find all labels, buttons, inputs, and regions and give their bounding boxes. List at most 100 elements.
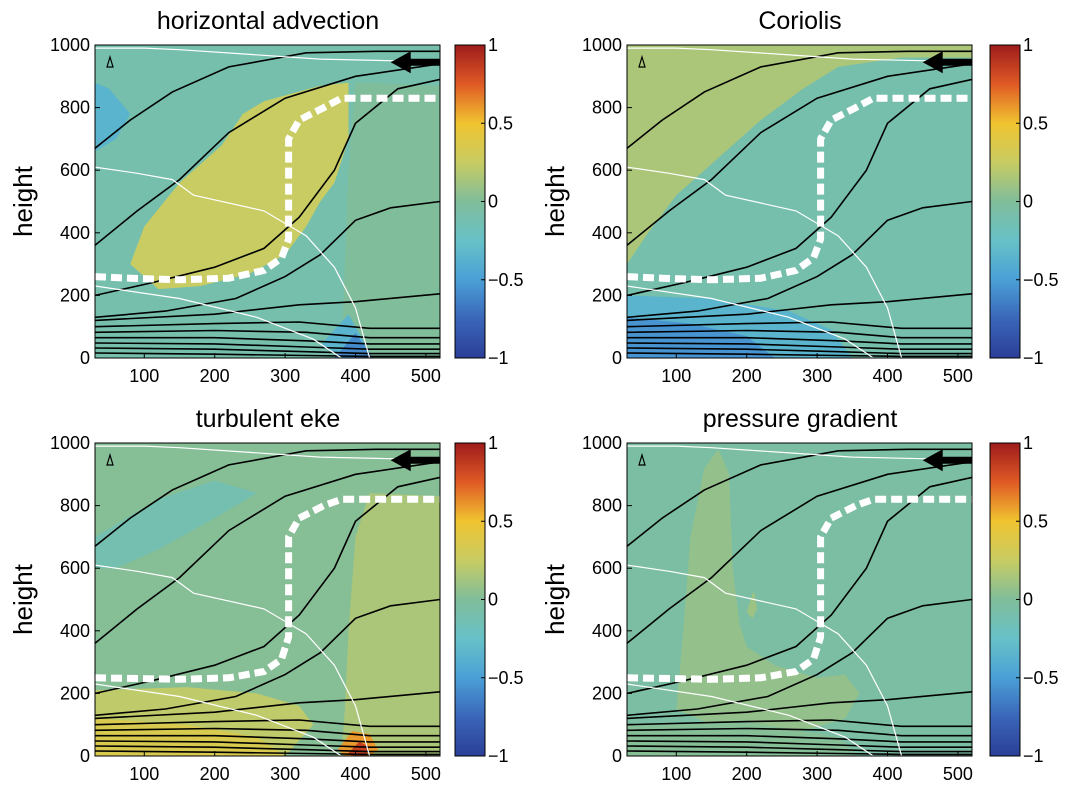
contour-line bbox=[627, 691, 972, 720]
colorbar-gradient bbox=[454, 442, 486, 757]
x-tick-label: 100 bbox=[661, 764, 691, 784]
y-tick-label: 0 bbox=[80, 348, 90, 368]
contour-line bbox=[627, 598, 972, 717]
corner-marker bbox=[638, 54, 646, 68]
streamline bbox=[627, 47, 972, 62]
contour-line bbox=[627, 727, 972, 737]
x-tick-label: 400 bbox=[872, 764, 902, 784]
contour-line bbox=[95, 321, 440, 330]
y-tick-label: 1000 bbox=[50, 433, 90, 453]
colorbar-tick-label: 0.5 bbox=[488, 113, 513, 133]
colorbar-tick-label: −0.5 bbox=[488, 270, 524, 290]
contour-line bbox=[95, 342, 440, 351]
x-tick-label: 500 bbox=[411, 764, 441, 784]
axes-frame bbox=[626, 44, 973, 359]
contour-line bbox=[627, 50, 972, 149]
x-tick-label: 300 bbox=[802, 366, 832, 386]
panel-1: 100 200 300 400 500 0 200 400 600 800 1000 horizont… bbox=[8, 7, 524, 386]
field-region bbox=[348, 741, 370, 756]
contour-line bbox=[627, 352, 972, 358]
plot-area bbox=[627, 45, 972, 358]
corner-marker bbox=[638, 452, 646, 466]
y-tick-label: 400 bbox=[592, 223, 622, 243]
colorbar-tick-label: −1 bbox=[1023, 348, 1044, 368]
panel-title: horizontal advection bbox=[157, 7, 379, 35]
colorbar: 1 0.5 0 −0.5 −1 bbox=[989, 433, 1059, 766]
y-axis-label: height bbox=[540, 165, 570, 237]
y-tick-label: 400 bbox=[592, 621, 622, 641]
y-tick-label: 200 bbox=[60, 285, 90, 305]
contour-line bbox=[95, 293, 440, 322]
colorbar-tick-label: 0 bbox=[1023, 192, 1033, 212]
streamline bbox=[95, 564, 371, 756]
contour-line bbox=[627, 63, 972, 246]
contour-line bbox=[95, 727, 440, 737]
contour-line bbox=[95, 719, 440, 728]
contour-line bbox=[627, 734, 972, 743]
colorbar-tick-label: 1 bbox=[488, 35, 498, 55]
y-tick-label: 800 bbox=[592, 98, 622, 118]
colorbar-tick-label: −1 bbox=[488, 746, 509, 766]
y-tick-label: 800 bbox=[592, 496, 622, 516]
contour-line bbox=[95, 745, 440, 753]
x-tick-label: 300 bbox=[802, 764, 832, 784]
y-axis-label: height bbox=[8, 563, 38, 635]
x-tick-label: 400 bbox=[340, 764, 370, 784]
contour-line bbox=[627, 448, 972, 547]
contour-line bbox=[627, 336, 972, 345]
panel-title: turbulent eke bbox=[196, 405, 341, 433]
colorbar-tick-label: −1 bbox=[488, 348, 509, 368]
streamline bbox=[627, 683, 874, 756]
panel-2: 100 200 300 400 500 0 200 400 600 800 1000 Coriolis… bbox=[540, 7, 1059, 386]
boundary-dashed-line bbox=[627, 94, 972, 284]
contour-line bbox=[627, 750, 972, 756]
x-tick-label: 300 bbox=[270, 366, 300, 386]
colorbar-tick-label: −0.5 bbox=[1023, 270, 1059, 290]
colorbar-tick-label: 1 bbox=[1023, 433, 1033, 453]
axes-frame bbox=[94, 44, 441, 359]
boundary-dashed-line bbox=[627, 495, 972, 683]
boundary-dashed-line bbox=[95, 94, 440, 284]
panel-4: 100 200 300 400 500 0 200 400 600 800 1000 pressure… bbox=[540, 405, 1059, 784]
streamline bbox=[627, 285, 874, 358]
colorbar-gradient bbox=[989, 44, 1021, 359]
colorbar-tick-label: 0.5 bbox=[1023, 113, 1048, 133]
x-tick-label: 500 bbox=[411, 366, 441, 386]
contour-line bbox=[95, 461, 440, 644]
contour-line bbox=[95, 740, 440, 749]
boundary-dashed-line bbox=[95, 495, 440, 683]
streamline bbox=[627, 166, 903, 358]
y-axis-label: height bbox=[540, 563, 570, 635]
field-region bbox=[627, 45, 972, 265]
x-tick-label: 500 bbox=[943, 366, 973, 386]
streamline bbox=[95, 166, 371, 358]
colorbar: 1 0.5 0 −0.5 −1 bbox=[454, 433, 524, 766]
y-axis-label: height bbox=[8, 165, 38, 237]
y-tick-label: 800 bbox=[60, 496, 90, 516]
flow-arrow-head bbox=[922, 449, 943, 472]
y-tick-label: 0 bbox=[612, 746, 622, 766]
streamline bbox=[95, 47, 440, 62]
panel-title: pressure gradient bbox=[703, 405, 898, 433]
contour-line bbox=[95, 352, 440, 358]
contour-line bbox=[95, 734, 440, 743]
contour-line bbox=[627, 329, 972, 339]
colorbar-tick-label: 1 bbox=[488, 433, 498, 453]
y-tick-label: 200 bbox=[592, 683, 622, 703]
colorbar-tick-label: 0 bbox=[488, 590, 498, 610]
contour-line bbox=[627, 740, 972, 749]
panel-3: 100 200 300 400 500 0 200 400 600 800 1000 turbulen… bbox=[8, 405, 524, 784]
corner-marker bbox=[106, 54, 114, 68]
contour-line bbox=[627, 461, 972, 644]
y-tick-label: 0 bbox=[80, 746, 90, 766]
corner-marker bbox=[106, 452, 114, 466]
colorbar-tick-label: 0.5 bbox=[488, 511, 513, 531]
x-tick-label: 200 bbox=[200, 764, 230, 784]
contour-line bbox=[95, 691, 440, 720]
flow-arrow-head bbox=[390, 51, 411, 74]
colorbar-tick-label: −0.5 bbox=[1023, 668, 1059, 688]
x-tick-label: 300 bbox=[270, 764, 300, 784]
y-tick-label: 600 bbox=[592, 160, 622, 180]
contour-line bbox=[627, 200, 972, 319]
